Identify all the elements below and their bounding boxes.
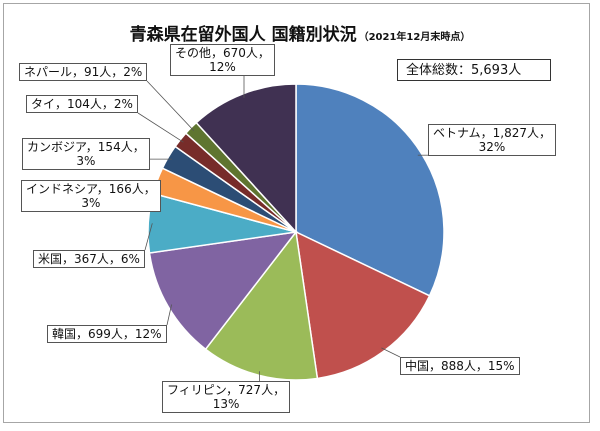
slice-label-line1: タイ，104人，2% [31, 97, 133, 111]
leader-line-3 [166, 304, 172, 326]
leader-line-8 [146, 80, 194, 131]
slice-label-line2: 13% [212, 397, 240, 411]
slice-label-2: フィリピン，727人， 13% [162, 381, 291, 413]
slice-label-1: 中国，888人，15% [400, 357, 520, 375]
slice-label-0: ベトナム，1,827人， 32% [428, 124, 556, 156]
leader-line-1 [381, 347, 401, 358]
slice-label-line2: 3% [81, 196, 101, 210]
slice-label-4: 米国，367人，6% [33, 250, 145, 268]
pie-slice-2 [204, 230, 319, 381]
slice-label-line2: 3% [76, 154, 96, 168]
slice-label-7: タイ，104人，2% [26, 95, 138, 113]
pie-slice-1 [295, 230, 431, 380]
total-count-box: 全体総数：5,693人 [397, 59, 551, 81]
slice-label-5: インドネシア，166人， 3% [21, 180, 161, 212]
slice-label-3: 韓国，699人，12% [47, 325, 167, 343]
slice-label-line1: カンボジア，154人， [27, 140, 145, 154]
leader-line-4 [144, 223, 153, 251]
slice-label-line1: 韓国，699人，12% [52, 327, 162, 341]
slice-label-line1: 中国，888人，15% [405, 359, 515, 373]
slice-label-line1: その他，670人， [175, 46, 270, 60]
slice-label-line1: インドネシア，166人， [26, 182, 156, 196]
slice-label-line1: 米国，367人，6% [38, 252, 140, 266]
slice-label-line1: ベトナム，1,827人， [433, 126, 551, 140]
chart-title-text: 青森県在留外国人 国籍別状況 [129, 25, 357, 45]
chart-title: 青森県在留外国人 国籍別状況 （2021年12月末時点） [0, 20, 600, 45]
slice-label-line1: フィリピン，727人， [167, 383, 286, 397]
slice-label-line2: 12% [209, 60, 236, 74]
pie-slice-0 [295, 83, 445, 297]
slice-label-9: その他，670人， 12% [170, 44, 275, 76]
chart-subtitle: （2021年12月末時点） [358, 32, 471, 43]
leader-line-7 [137, 112, 184, 143]
slice-label-line1: ネパール，91人，2% [24, 65, 143, 79]
slice-label-8: ネパール，91人，2% [19, 63, 148, 81]
slice-label-6: カンボジア，154人， 3% [22, 138, 150, 170]
pie-slice-3 [148, 230, 298, 351]
pie-slice-9 [195, 83, 297, 234]
slice-label-line2: 32% [478, 140, 506, 154]
